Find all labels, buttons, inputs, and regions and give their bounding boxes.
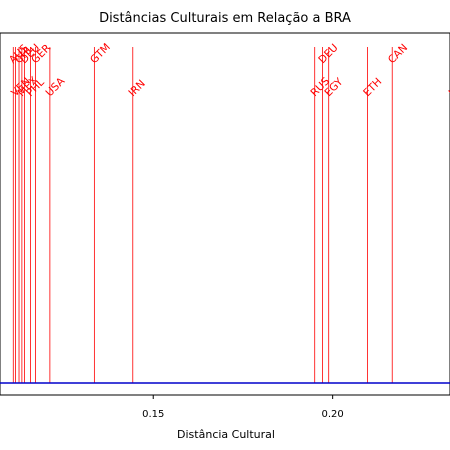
chart-title: Distâncias Culturais em Relação a BRA [99, 11, 351, 26]
x-axis-label: Distância Cultural [177, 428, 275, 441]
x-tick-label: 0.20 [322, 409, 344, 420]
country-label-ind: IND [447, 77, 450, 99]
country-label-irn: IRN [126, 78, 147, 99]
x-tick-label: 0.15 [142, 409, 164, 420]
country-label-usa: USA [44, 75, 68, 99]
x-axis: 0.15 0.20 [142, 395, 344, 420]
country-label-eth: ETH [361, 76, 384, 99]
drop-lines [12, 47, 393, 383]
plot-frame [0, 32, 450, 396]
country-label-can: CAN [386, 42, 410, 66]
country-label-gtm: GTM [88, 41, 113, 66]
